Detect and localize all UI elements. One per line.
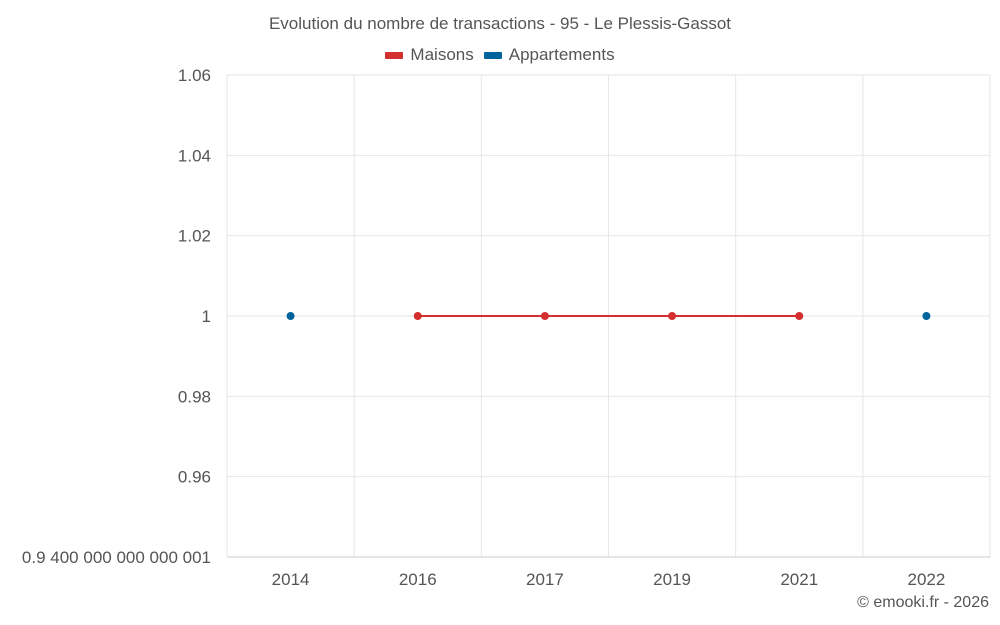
x-tick-label: 2014 bbox=[272, 570, 310, 589]
data-point-appartements bbox=[922, 312, 931, 320]
legend-swatch-appartements bbox=[483, 51, 502, 59]
chart-title: Evolution du nombre de transactions - 95… bbox=[268, 14, 732, 33]
data-point-maisons bbox=[413, 312, 422, 320]
legend-swatch-maisons bbox=[385, 51, 404, 59]
y-tick-label: 1.02 bbox=[178, 227, 211, 246]
legend-label-maisons: Maisons bbox=[410, 45, 474, 64]
legend-label-appartements: Appartements bbox=[508, 45, 615, 64]
y-tick-label: 0.98 bbox=[178, 387, 211, 406]
y-tick-label: 1.06 bbox=[178, 66, 211, 85]
copyright-footer: © emooki.fr - 2026 bbox=[857, 594, 989, 611]
x-tick-label: 2019 bbox=[653, 570, 691, 589]
data-point-maisons bbox=[540, 312, 549, 320]
x-tick-label: 2021 bbox=[780, 570, 818, 589]
y-tick-label: 1 bbox=[202, 307, 211, 326]
y-tick-label: 0.96 bbox=[178, 468, 211, 487]
legend-item-maisons[interactable]: Maisons bbox=[385, 45, 474, 65]
data-point-maisons bbox=[668, 312, 677, 320]
x-tick-label: 2022 bbox=[908, 570, 946, 589]
x-tick-label: 2017 bbox=[526, 570, 564, 589]
chart-legend: Maisons Appartements bbox=[0, 45, 1000, 65]
legend-item-appartements[interactable]: Appartements bbox=[483, 45, 615, 65]
y-tick-label: 1.04 bbox=[178, 146, 211, 165]
data-point-appartements bbox=[286, 312, 295, 320]
y-tick-label: 0.9 400 000 000 000 001 bbox=[22, 548, 211, 567]
data-point-maisons bbox=[795, 312, 804, 320]
x-tick-label: 2016 bbox=[399, 570, 437, 589]
